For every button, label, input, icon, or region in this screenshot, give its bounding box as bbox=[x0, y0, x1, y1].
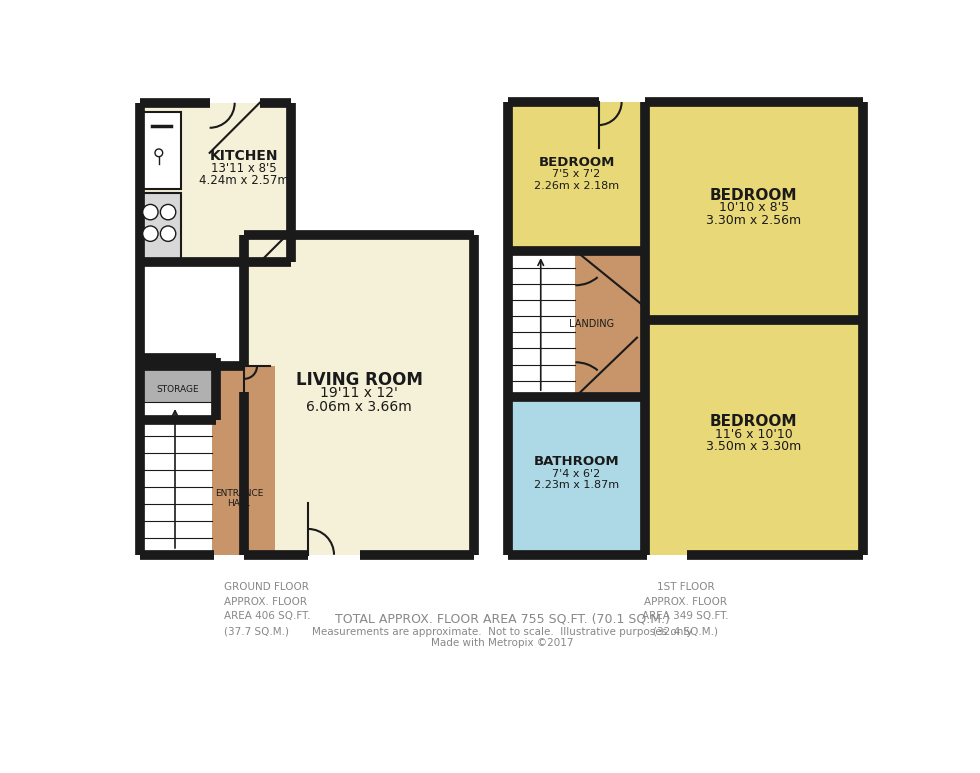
Bar bbox=[140, 359, 216, 420]
Bar bbox=[140, 487, 212, 504]
Text: Measurements are approximate.  Not to scale.  Illustrative purposes only: Measurements are approximate. Not to sca… bbox=[312, 627, 693, 637]
Bar bbox=[140, 103, 290, 262]
Bar bbox=[140, 504, 212, 521]
Bar bbox=[140, 436, 212, 453]
Bar bbox=[140, 192, 181, 262]
Bar bbox=[645, 320, 862, 555]
Text: 1ST FLOOR
APPROX. FLOOR
AREA 349 SQ.FT.
(32.4 SQ.M.): 1ST FLOOR APPROX. FLOOR AREA 349 SQ.FT. … bbox=[642, 582, 729, 636]
Bar bbox=[140, 453, 212, 470]
Text: STORAGE: STORAGE bbox=[157, 385, 199, 393]
Circle shape bbox=[143, 204, 158, 220]
Text: 7'5 x 7'2: 7'5 x 7'2 bbox=[553, 169, 601, 179]
Bar bbox=[509, 102, 645, 250]
Bar bbox=[509, 397, 645, 555]
Bar bbox=[244, 235, 473, 555]
Bar bbox=[509, 250, 645, 397]
Bar bbox=[509, 365, 575, 381]
Text: BEDROOM: BEDROOM bbox=[538, 156, 614, 169]
Text: TOTAL APPROX. FLOOR AREA 755 SQ.FT. (70.1 SQ.M.): TOTAL APPROX. FLOOR AREA 755 SQ.FT. (70.… bbox=[335, 612, 669, 625]
Text: LANDING: LANDING bbox=[569, 318, 614, 329]
Bar bbox=[509, 300, 575, 316]
Bar bbox=[140, 402, 212, 419]
Bar bbox=[140, 112, 181, 189]
Text: BEDROOM: BEDROOM bbox=[710, 188, 798, 203]
Bar bbox=[509, 381, 575, 397]
Bar bbox=[140, 470, 212, 487]
Text: GROUND FLOOR
APPROX. FLOOR
AREA 406 SQ.FT.
(37.7 SQ.M.): GROUND FLOOR APPROX. FLOOR AREA 406 SQ.F… bbox=[224, 582, 311, 636]
Text: KITCHEN: KITCHEN bbox=[210, 148, 278, 162]
Text: 7'4 x 6'2: 7'4 x 6'2 bbox=[553, 468, 601, 478]
Text: ENTRANCE: ENTRANCE bbox=[215, 489, 263, 499]
Text: BEDROOM: BEDROOM bbox=[710, 414, 798, 430]
Text: 4.24m x 2.57m: 4.24m x 2.57m bbox=[199, 175, 289, 187]
Text: Made with Metropix ©2017: Made with Metropix ©2017 bbox=[431, 638, 573, 649]
Bar bbox=[140, 112, 181, 189]
Bar bbox=[140, 366, 275, 555]
Bar bbox=[509, 267, 575, 284]
Circle shape bbox=[161, 226, 175, 241]
Bar bbox=[509, 349, 575, 365]
Text: LIVING ROOM: LIVING ROOM bbox=[296, 370, 422, 389]
Circle shape bbox=[161, 204, 175, 220]
Text: 2.26m x 2.18m: 2.26m x 2.18m bbox=[534, 181, 619, 191]
Bar bbox=[509, 251, 575, 267]
Bar bbox=[140, 538, 212, 555]
Text: 2.23m x 1.87m: 2.23m x 1.87m bbox=[534, 480, 619, 490]
Bar bbox=[140, 521, 212, 538]
Text: 13'11 x 8'5: 13'11 x 8'5 bbox=[212, 162, 277, 175]
Text: BATHROOM: BATHROOM bbox=[534, 455, 619, 468]
Text: 11'6 x 10'10: 11'6 x 10'10 bbox=[714, 427, 793, 441]
Bar bbox=[509, 284, 575, 300]
Text: 6.06m x 3.66m: 6.06m x 3.66m bbox=[306, 400, 412, 414]
Bar bbox=[645, 102, 862, 320]
Text: 3.50m x 3.30m: 3.50m x 3.30m bbox=[706, 440, 802, 453]
Text: 3.30m x 2.56m: 3.30m x 2.56m bbox=[707, 213, 802, 226]
Text: 10'10 x 8'5: 10'10 x 8'5 bbox=[718, 202, 789, 214]
Text: 19'11 x 12': 19'11 x 12' bbox=[320, 386, 398, 400]
Bar bbox=[509, 316, 575, 332]
Circle shape bbox=[143, 226, 158, 241]
Text: HALL: HALL bbox=[227, 499, 250, 508]
Bar bbox=[140, 192, 181, 262]
Bar bbox=[509, 332, 575, 349]
Bar bbox=[140, 419, 212, 436]
